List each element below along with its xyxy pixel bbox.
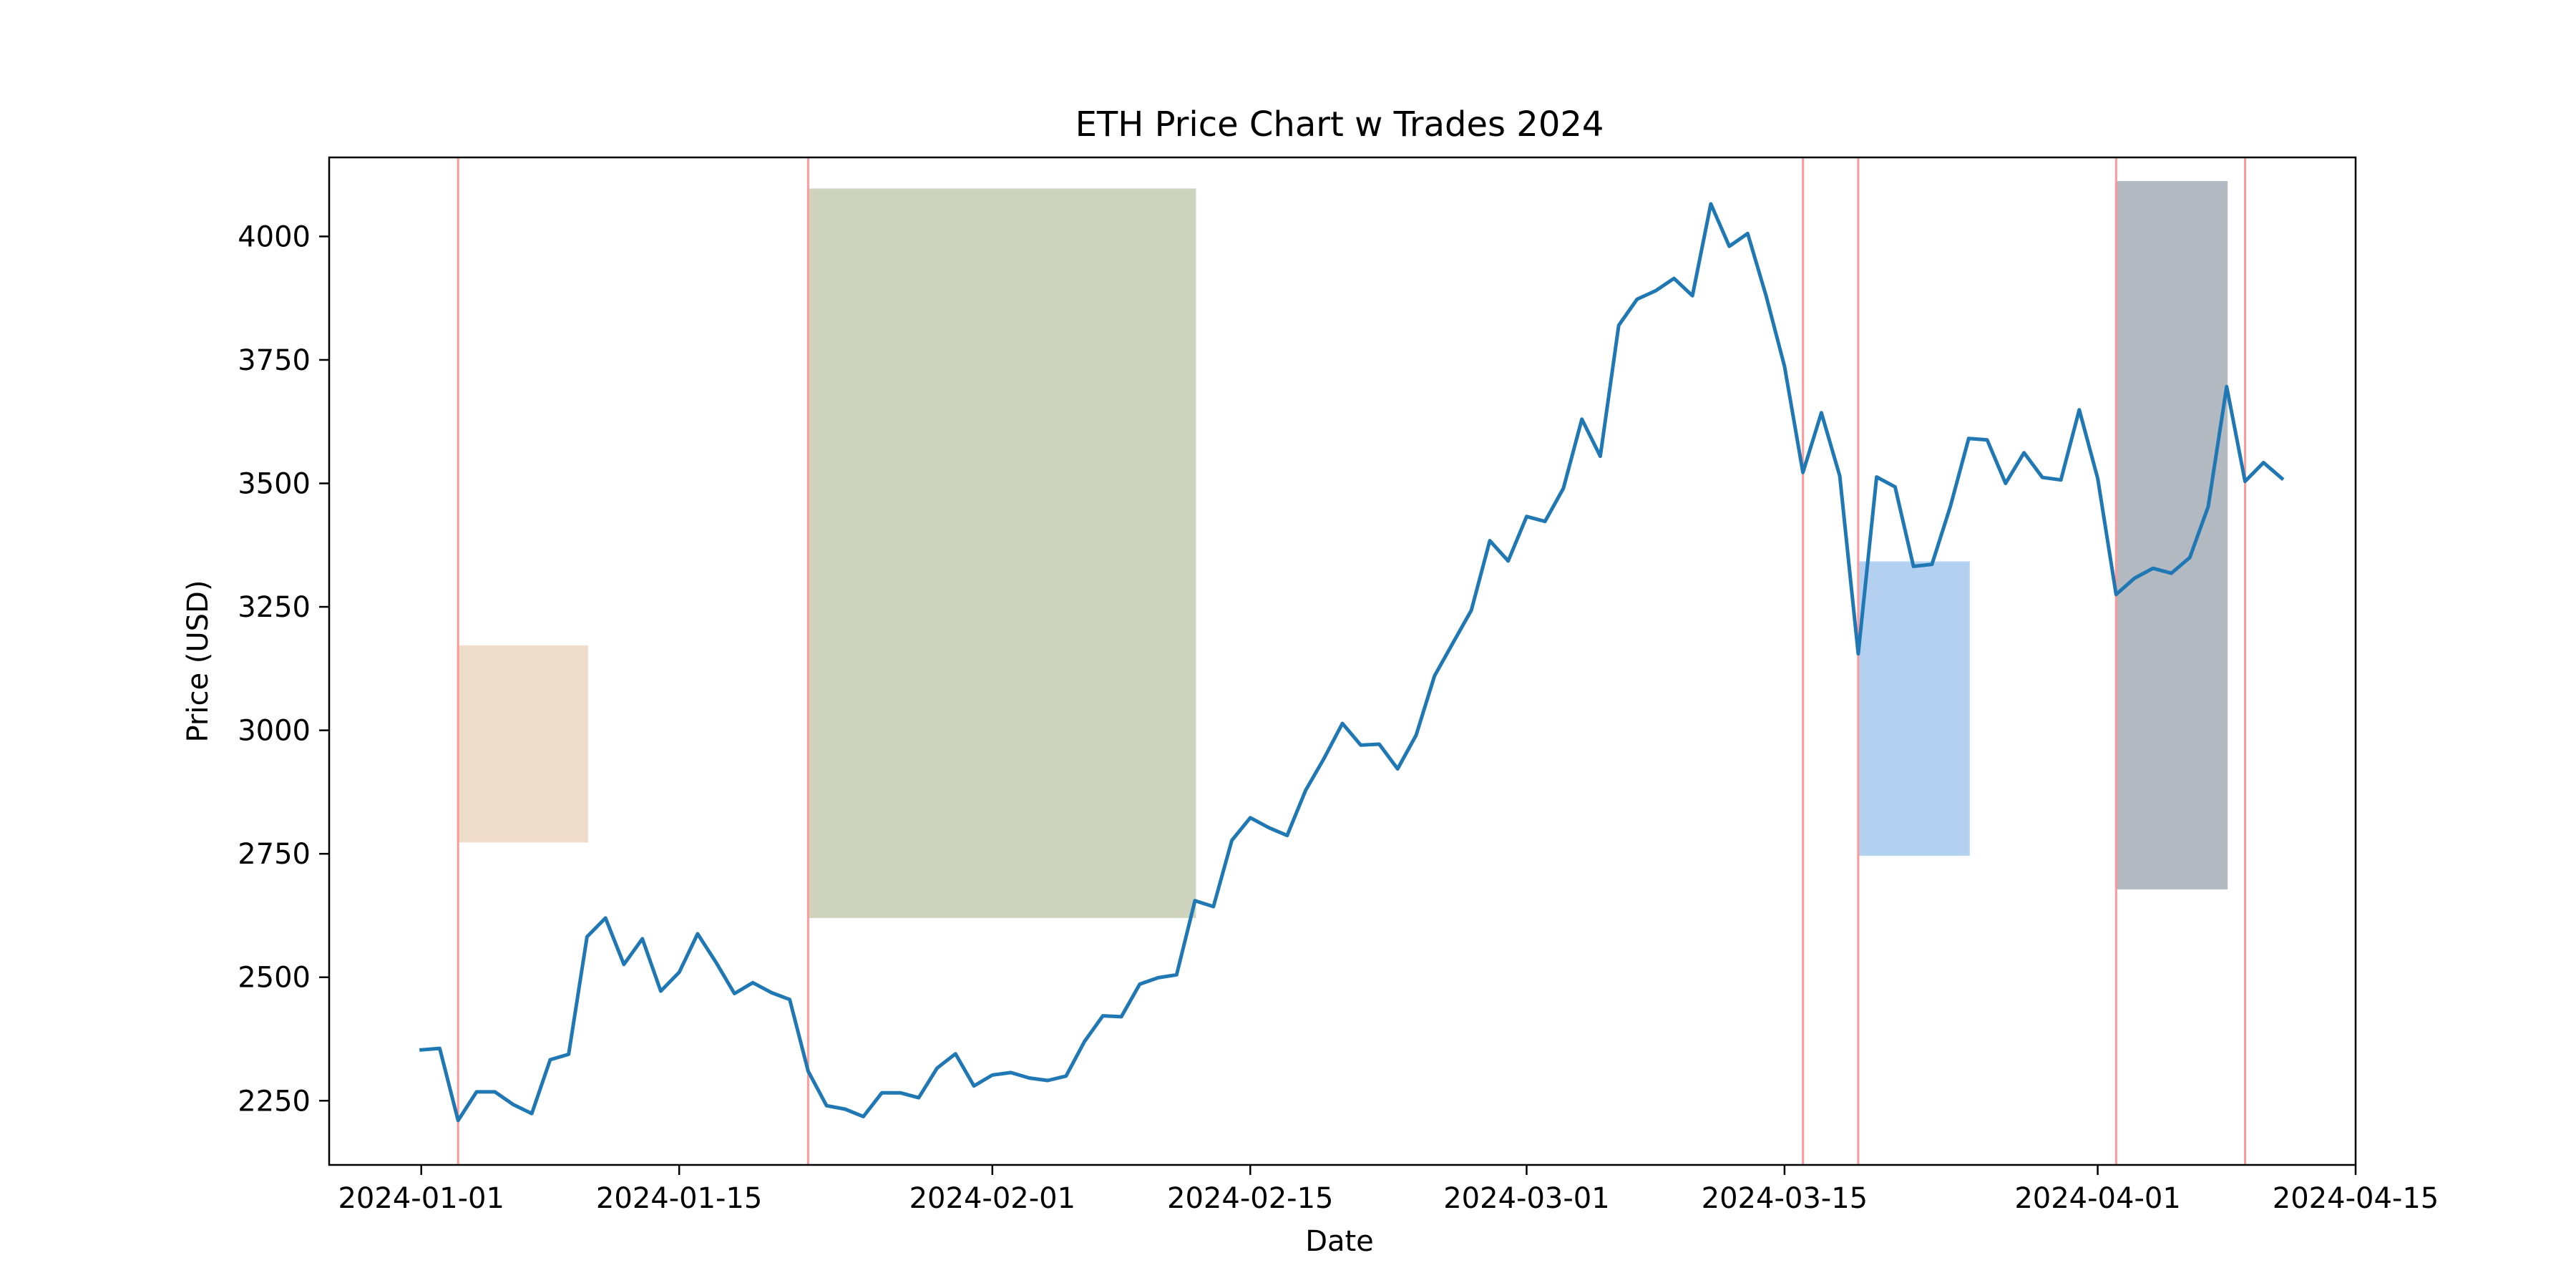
- trade-zone-1: [457, 645, 588, 843]
- price-series: [419, 202, 2285, 1123]
- trade-markers: [457, 157, 2247, 1165]
- y-tick-label: 3000: [238, 715, 311, 748]
- price-line: [419, 202, 2285, 1123]
- x-tick-label: 2024-03-15: [1702, 1182, 1868, 1215]
- x-tick-label: 2024-04-15: [2273, 1182, 2439, 1215]
- trade-zone-3: [1857, 561, 1970, 857]
- trade-zone-4: [2114, 181, 2228, 889]
- plot-frame: [328, 156, 2357, 1166]
- x-tick-label: 2024-02-01: [909, 1182, 1075, 1215]
- y-tick-label: 3250: [238, 591, 311, 624]
- chart-title: ETH Price Chart w Trades 2024: [1075, 104, 1604, 145]
- trade-zone-2: [806, 188, 1196, 919]
- y-tick-label: 3500: [238, 468, 311, 501]
- y-tick-label: 2750: [238, 838, 311, 871]
- y-tick-label: 4000: [238, 220, 311, 253]
- x-tick-label: 2024-03-01: [1443, 1182, 1609, 1215]
- y-axis-label: Price (USD): [182, 580, 215, 743]
- y-tick-label: 2500: [238, 962, 311, 995]
- x-tick-label: 2024-02-15: [1167, 1182, 1333, 1215]
- y-tick-label: 3750: [238, 344, 311, 377]
- x-tick-label: 2024-01-15: [596, 1182, 762, 1215]
- trade-zones: [457, 181, 2228, 919]
- x-axis: 2024-01-01 2024-01-15 2024-02-01 2024-02-15…: [338, 1165, 2439, 1215]
- x-tick-label: 2024-04-01: [2014, 1182, 2180, 1215]
- y-tick-label: 2250: [238, 1085, 311, 1118]
- x-axis-label: Date: [1305, 1225, 1374, 1258]
- x-tick-label: 2024-01-01: [338, 1182, 504, 1215]
- y-axis: 2250 2500 2750 3000 3250 3500 3750 4000: [238, 220, 329, 1118]
